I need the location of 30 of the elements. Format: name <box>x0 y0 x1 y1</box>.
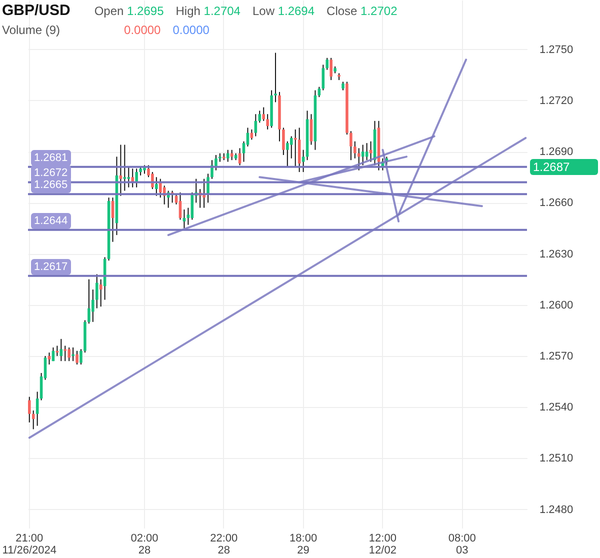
y-tick-label: 1.2720 <box>540 94 574 107</box>
y-tick-label: 1.2630 <box>540 248 574 260</box>
y-tick-label: 1.2570 <box>540 350 574 362</box>
annotation: 0.0000 <box>172 23 210 37</box>
y-tick-label: 1.2660 <box>540 197 574 210</box>
ref-line-label: 1.2672 <box>31 165 71 182</box>
x-tick-label: 08:00 03 <box>448 532 476 556</box>
annotation: Close 1.2702 <box>326 4 398 18</box>
annotation: 0.0000 <box>124 23 161 37</box>
annotation: High 1.2704 <box>176 4 240 18</box>
y-tick-label: 1.2540 <box>540 402 574 414</box>
y-tick-label: 1.2480 <box>540 504 574 516</box>
y-tick-label: 1.2750 <box>540 44 574 56</box>
ref-line-label: 1.2665 <box>31 177 71 194</box>
ref-line-label: 1.2644 <box>31 212 71 229</box>
annotation: Volume (9) <box>2 23 60 37</box>
x-tick-label: 12:00 12/02 <box>368 532 396 556</box>
y-tick-label: 1.2690 <box>540 146 574 158</box>
annotation: Low 1.2694 <box>252 4 315 18</box>
annotation: Open 1.2695 <box>94 4 164 18</box>
x-tick-label: 02:00 28 <box>130 532 158 556</box>
y-tick-label: 1.2510 <box>540 452 574 465</box>
ref-line-label: 1.2681 <box>31 150 71 166</box>
text: 1.2687 <box>530 159 598 176</box>
ref-line-label: 1.2617 <box>31 258 71 275</box>
y-tick-label: 1.2600 <box>540 299 574 312</box>
x-tick-label: 22:00 28 <box>210 532 238 556</box>
chart-title: GBP/USD <box>2 2 70 19</box>
x-tick-label: 18:00 29 <box>290 532 318 556</box>
x-tick-label: 21:00 11/26/2024 <box>2 532 57 556</box>
